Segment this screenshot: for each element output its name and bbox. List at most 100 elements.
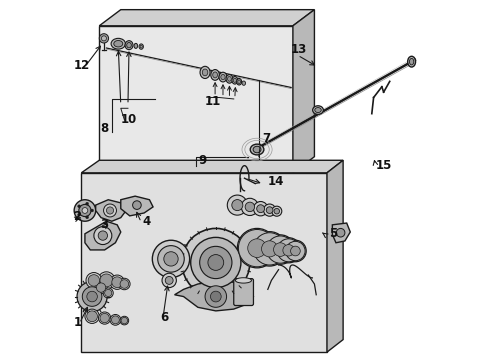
- Ellipse shape: [242, 81, 245, 85]
- Circle shape: [99, 34, 108, 43]
- Text: 11: 11: [204, 95, 221, 108]
- Ellipse shape: [227, 77, 231, 81]
- Circle shape: [120, 316, 128, 325]
- Text: 7: 7: [262, 132, 270, 145]
- Circle shape: [95, 282, 107, 294]
- Circle shape: [273, 208, 279, 214]
- Circle shape: [100, 274, 113, 287]
- Circle shape: [261, 241, 277, 257]
- Circle shape: [106, 207, 113, 214]
- Circle shape: [82, 208, 88, 213]
- Circle shape: [99, 312, 110, 324]
- Circle shape: [207, 255, 223, 270]
- Polygon shape: [174, 281, 253, 311]
- Circle shape: [199, 246, 231, 279]
- Circle shape: [104, 289, 112, 297]
- Circle shape: [98, 231, 107, 240]
- Ellipse shape: [221, 75, 224, 80]
- Circle shape: [271, 206, 281, 216]
- Circle shape: [263, 204, 275, 216]
- Polygon shape: [99, 26, 292, 173]
- Circle shape: [132, 201, 141, 210]
- Circle shape: [110, 275, 124, 289]
- Circle shape: [90, 209, 93, 212]
- Circle shape: [86, 311, 97, 321]
- Circle shape: [103, 288, 113, 298]
- Text: 9: 9: [198, 154, 206, 167]
- Circle shape: [152, 240, 189, 278]
- Circle shape: [78, 205, 81, 208]
- Ellipse shape: [237, 80, 240, 84]
- Circle shape: [110, 315, 121, 325]
- Circle shape: [265, 207, 272, 213]
- Polygon shape: [99, 10, 314, 26]
- Circle shape: [231, 199, 243, 211]
- Circle shape: [253, 233, 285, 265]
- Circle shape: [190, 237, 241, 288]
- Circle shape: [285, 241, 305, 261]
- Circle shape: [244, 202, 254, 212]
- Circle shape: [162, 273, 176, 288]
- Circle shape: [241, 198, 258, 216]
- Circle shape: [103, 204, 116, 217]
- Circle shape: [227, 195, 247, 215]
- Circle shape: [276, 238, 301, 263]
- Ellipse shape: [233, 78, 236, 82]
- Text: 10: 10: [121, 113, 137, 126]
- Circle shape: [96, 283, 105, 292]
- Ellipse shape: [407, 56, 415, 67]
- Circle shape: [77, 282, 107, 312]
- Circle shape: [85, 309, 99, 323]
- Ellipse shape: [253, 146, 261, 153]
- Ellipse shape: [125, 41, 133, 50]
- Circle shape: [158, 246, 184, 272]
- FancyBboxPatch shape: [233, 279, 253, 306]
- Circle shape: [85, 202, 88, 205]
- Text: 15: 15: [375, 159, 391, 172]
- Text: 6: 6: [160, 311, 168, 324]
- Circle shape: [247, 239, 266, 257]
- Ellipse shape: [212, 72, 217, 78]
- Circle shape: [282, 244, 294, 256]
- Text: 12: 12: [74, 59, 90, 72]
- Ellipse shape: [236, 78, 241, 85]
- Ellipse shape: [126, 42, 131, 48]
- Polygon shape: [81, 160, 343, 173]
- Circle shape: [88, 275, 100, 286]
- Circle shape: [256, 205, 264, 213]
- Ellipse shape: [312, 106, 323, 114]
- Ellipse shape: [408, 58, 413, 65]
- Polygon shape: [292, 10, 314, 173]
- Polygon shape: [81, 173, 326, 352]
- Circle shape: [163, 252, 178, 266]
- Circle shape: [266, 236, 293, 263]
- Circle shape: [78, 213, 81, 216]
- Circle shape: [273, 243, 286, 256]
- Circle shape: [253, 202, 267, 216]
- Circle shape: [101, 36, 106, 41]
- Ellipse shape: [139, 44, 143, 49]
- Circle shape: [237, 228, 276, 268]
- Circle shape: [204, 286, 226, 307]
- Circle shape: [119, 278, 130, 290]
- Circle shape: [277, 239, 300, 262]
- Circle shape: [182, 228, 249, 297]
- Text: 2: 2: [73, 210, 81, 223]
- Ellipse shape: [200, 66, 210, 78]
- Circle shape: [82, 287, 102, 306]
- Polygon shape: [326, 160, 343, 352]
- Circle shape: [112, 277, 122, 288]
- Polygon shape: [96, 200, 126, 221]
- Ellipse shape: [225, 75, 232, 83]
- Ellipse shape: [231, 77, 237, 84]
- Circle shape: [290, 246, 300, 256]
- Circle shape: [336, 228, 344, 237]
- Ellipse shape: [250, 144, 264, 155]
- Polygon shape: [121, 196, 153, 216]
- Circle shape: [120, 280, 128, 288]
- Ellipse shape: [235, 278, 251, 283]
- Text: 4: 4: [142, 215, 150, 228]
- Circle shape: [121, 318, 127, 324]
- Circle shape: [210, 291, 221, 302]
- Ellipse shape: [134, 43, 137, 48]
